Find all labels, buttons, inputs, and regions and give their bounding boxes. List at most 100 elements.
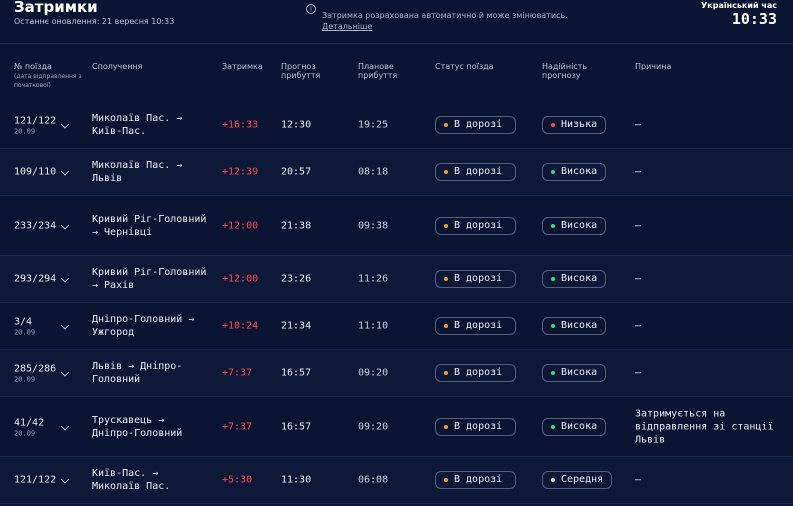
- status-badge: В дорозі: [435, 270, 516, 288]
- reliability-text: Висока: [561, 320, 598, 331]
- status-badge: В дорозі: [435, 317, 516, 335]
- route: Львів → Дніпро-Головний: [92, 361, 183, 385]
- reason: Затримується на відправлення зі станції …: [635, 408, 774, 445]
- chevron-down-icon[interactable]: [60, 421, 70, 431]
- status-dot-icon: [444, 170, 448, 174]
- train-num-text: 121/122: [14, 115, 57, 127]
- status-text: В дорозі: [454, 367, 503, 378]
- reliability-badge: Висока: [542, 317, 607, 335]
- col-delay: Затримка: [222, 62, 263, 71]
- page-header: Затримки Останнє оновлення: 21 вересня 1…: [0, 0, 793, 44]
- table-row[interactable]: 121/122 Київ-Пас. → Миколаїв Пас. +5:30 11:…: [0, 457, 793, 504]
- status-text: В дорозі: [454, 166, 503, 177]
- forecast-arrival: 11:30: [281, 474, 312, 486]
- train-number: 3/4 20.09: [14, 316, 35, 337]
- train-number: 109/110: [14, 166, 56, 179]
- train-date: 20.09: [14, 429, 36, 437]
- col-forecast: Прогноз прибуття: [281, 62, 321, 80]
- train-number: 285/286 20.09: [14, 363, 56, 384]
- table-row[interactable]: 109/110 Миколаїв Пас. → Львів +12:39 20:57 0…: [0, 149, 793, 196]
- table-row[interactable]: 121/122 20.09 Миколаїв Пас. → Київ-Пас. +16…: [0, 102, 793, 149]
- details-link[interactable]: Детальніше: [322, 22, 373, 31]
- reliability-text: Висока: [561, 367, 598, 378]
- chevron-down-icon[interactable]: [60, 321, 70, 330]
- train-number: 41/42 20.09: [14, 416, 44, 437]
- chevron-down-icon[interactable]: [60, 368, 70, 377]
- route: Кривий Ріг-Головний → Рахів: [92, 267, 207, 291]
- planned-arrival: 11:10: [358, 320, 389, 332]
- reliability-badge: Висока: [542, 417, 607, 436]
- status-dot-icon: [444, 324, 448, 328]
- reliability-dot-icon: [551, 123, 555, 127]
- reliability-dot-icon: [551, 424, 555, 429]
- train-num-text: 285/286: [14, 363, 57, 375]
- delay-value: +5:30: [222, 474, 253, 486]
- reliability-badge: Висока: [542, 216, 607, 235]
- route: Дніпро-Головний → Ужгород: [92, 314, 195, 338]
- reliability-text: Низька: [561, 119, 598, 130]
- route: Трускавець → Дніпро-Головний: [92, 414, 183, 439]
- reliability-text: Середня: [561, 474, 604, 485]
- train-number: 233/234: [14, 219, 56, 232]
- status-dot-icon: [444, 277, 448, 281]
- delay-notice: i Затримка розрахована автоматично й мож…: [306, 3, 568, 31]
- train-num-text: 3/4: [14, 316, 33, 328]
- page-title: Затримки: [14, 0, 98, 16]
- train-number: 121/122: [14, 474, 56, 487]
- forecast-arrival: 21:38: [281, 220, 312, 231]
- forecast-arrival: 21:34: [281, 320, 312, 332]
- status-text: В дорозі: [454, 219, 503, 231]
- info-icon: i: [306, 4, 316, 14]
- chevron-down-icon[interactable]: [60, 167, 70, 176]
- status-text: В дорозі: [454, 420, 503, 432]
- planned-arrival: 09:20: [358, 367, 389, 379]
- reliability-text: Висока: [561, 166, 598, 177]
- train-number: 293/294: [14, 273, 56, 286]
- planned-arrival: 09:20: [358, 421, 389, 432]
- table-row[interactable]: 233/234 Кривий Ріг-Головний → Чернівці +12…: [0, 196, 793, 256]
- col-reason: Причина: [635, 62, 672, 71]
- table-row[interactable]: 3/4 20.09 Дніпро-Головний → Ужгород +10:24 2…: [0, 303, 793, 350]
- forecast-arrival: 16:57: [281, 367, 312, 379]
- delay-value: +12:00: [222, 273, 259, 285]
- last-update-text: Останнє оновлення: 21 вересня 10:33: [14, 17, 175, 26]
- planned-arrival: 11:26: [358, 273, 389, 285]
- table-row[interactable]: 285/286 20.09 Львів → Дніпро-Головний +7:37…: [0, 350, 793, 397]
- delay-value: +7:37: [222, 421, 253, 432]
- delay-value: +12:39: [222, 166, 259, 178]
- train-num-text: 109/110: [14, 166, 57, 178]
- delay-value: +7:37: [222, 367, 253, 379]
- chevron-down-icon[interactable]: [60, 220, 70, 230]
- status-badge: В дорозі: [435, 216, 516, 235]
- reason: –: [635, 273, 642, 285]
- status-badge: В дорозі: [435, 364, 516, 382]
- table-row[interactable]: 41/42 20.09 Трускавець → Дніпро-Головний +7…: [0, 397, 793, 457]
- col-route: Сполучення: [92, 62, 143, 71]
- clock-label: Український час: [701, 1, 777, 10]
- chevron-down-icon[interactable]: [60, 475, 70, 484]
- table-row[interactable]: 293/294 Кривий Ріг-Головний → Рахів +12:00…: [0, 256, 793, 303]
- clock: 10:33: [731, 10, 777, 28]
- train-date: 20.09: [14, 127, 36, 136]
- reliability-badge: Середня: [542, 471, 613, 489]
- chevron-down-icon[interactable]: [60, 120, 70, 129]
- chevron-down-icon[interactable]: [60, 274, 70, 283]
- route: Кривий Ріг-Головний → Чернівці: [92, 213, 207, 238]
- planned-arrival: 09:38: [358, 220, 389, 231]
- reason: –: [635, 320, 642, 332]
- reason: –: [635, 119, 642, 131]
- reason: –: [635, 166, 642, 178]
- status-text: В дорозі: [454, 474, 503, 485]
- planned-arrival: 19:25: [358, 119, 389, 131]
- status-badge: В дорозі: [435, 417, 516, 436]
- status-text: В дорозі: [454, 273, 503, 284]
- reliability-dot-icon: [551, 170, 555, 174]
- reliability-badge: Висока: [542, 163, 607, 181]
- delay-value: +12:00: [222, 220, 259, 231]
- train-num-text: 41/42: [14, 417, 45, 428]
- forecast-arrival: 12:30: [281, 119, 312, 131]
- reliability-badge: Висока: [542, 364, 607, 382]
- col-reliability: Надійність прогнозу: [542, 62, 588, 80]
- status-badge: В дорозі: [435, 471, 516, 489]
- col-planned: Планове прибуття: [358, 62, 398, 80]
